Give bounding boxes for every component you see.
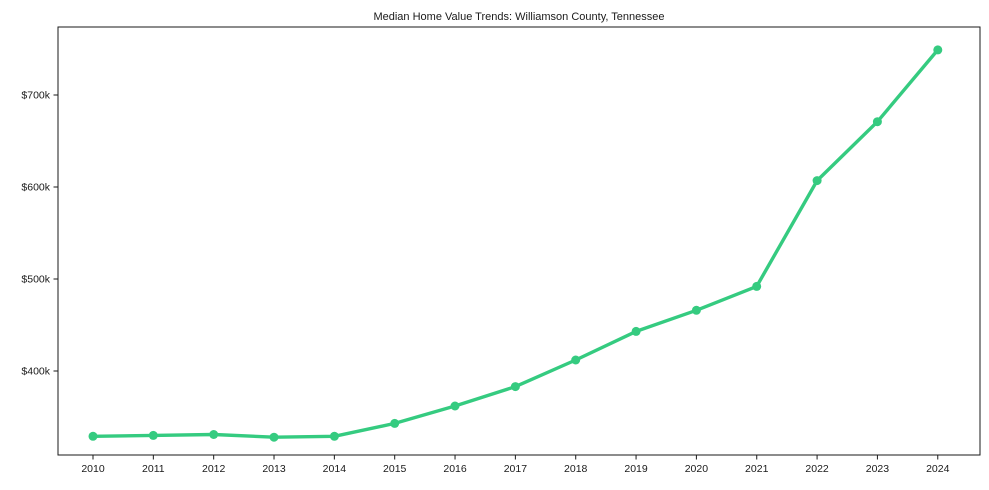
data-point-2011 [148, 430, 158, 440]
x-tick-label: 2011 [142, 463, 165, 475]
data-point-2018 [571, 355, 581, 365]
data-point-2010 [88, 431, 98, 441]
x-tick-label: 2014 [323, 463, 347, 475]
x-tick-label: 2024 [926, 463, 950, 475]
x-tick-label: 2023 [866, 463, 890, 475]
x-tick-label: 2021 [745, 463, 769, 475]
x-tick-label: 2022 [805, 463, 829, 475]
data-point-2023 [872, 117, 882, 127]
x-tick-label: 2015 [383, 463, 407, 475]
y-tick-label: $400k [21, 366, 50, 378]
chart-title: Median Home Value Trends: Williamson Cou… [373, 11, 664, 23]
data-point-2014 [329, 431, 339, 441]
x-tick-label: 2017 [504, 463, 528, 475]
data-point-2019 [631, 326, 641, 336]
x-tick-label: 2018 [564, 463, 588, 475]
data-point-2012 [209, 430, 219, 439]
plot-area: $400k $500k $600k $700k 2010 2011 2012 2013 2014… [21, 26, 981, 475]
x-tick-label: 2016 [443, 463, 467, 475]
data-point-2024 [933, 45, 943, 55]
data-point-2020 [691, 305, 701, 315]
data-point-2016 [450, 401, 460, 411]
data-point-2022 [812, 176, 822, 186]
x-tick-label: 2013 [262, 463, 286, 475]
data-point-2021 [752, 281, 762, 291]
x-tick-label: 2012 [202, 463, 226, 475]
x-tick-label: 2019 [624, 463, 648, 475]
y-tick-label: $500k [21, 273, 50, 285]
data-point-2017 [510, 382, 520, 392]
plot-border [57, 26, 981, 456]
y-tick-label: $600k [21, 181, 50, 193]
x-tick-label: 2010 [81, 463, 105, 475]
x-tick-label: 2020 [685, 463, 709, 475]
data-point-2015 [390, 418, 400, 428]
data-point-2013 [269, 432, 279, 442]
y-tick-label: $700k [21, 89, 50, 101]
